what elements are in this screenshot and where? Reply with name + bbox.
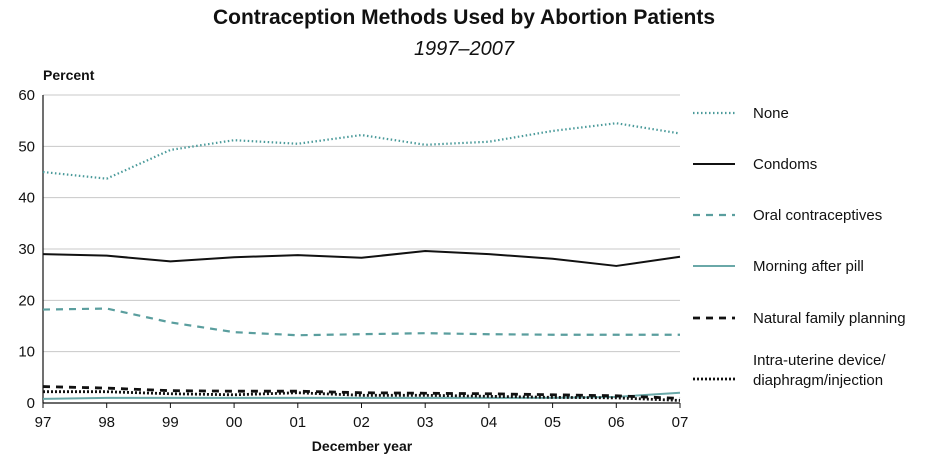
x-tick-label: 02	[353, 414, 370, 431]
y-tick-label: 20	[18, 292, 35, 309]
x-tick-label: 06	[608, 414, 625, 431]
y-tick-label: 50	[18, 138, 35, 155]
y-tick-label: 60	[18, 87, 35, 104]
series-line	[42, 250, 681, 267]
series-line	[42, 122, 681, 180]
x-tick-label: 99	[162, 414, 179, 431]
series-line	[42, 385, 681, 400]
y-tick-label: 40	[18, 190, 35, 207]
chart-title: Contraception Methods Used by Abortion P…	[212, 6, 716, 29]
y-tick-label: 0	[27, 395, 35, 412]
legend-label: Morning after pill	[753, 258, 864, 275]
x-tick-label: 03	[417, 414, 434, 431]
legend-label: Oral contraceptives	[753, 207, 882, 224]
x-tick-label: 04	[481, 414, 498, 431]
legend-label: Intra-uterine device/diaphragm/injection	[753, 352, 886, 389]
x-tick-label: 07	[672, 414, 689, 431]
x-tick-label: 01	[289, 414, 306, 431]
legend-label: Natural family planning	[753, 310, 906, 327]
x-tick-label: 98	[98, 414, 115, 431]
x-tick-label: 05	[544, 414, 561, 431]
chart-subtitle: 1997–2007	[413, 38, 515, 60]
y-tick-label: 30	[18, 241, 35, 258]
y-tick-label: 10	[18, 344, 35, 361]
x-tick-label: 97	[35, 414, 52, 431]
y-axis-title: Percent	[43, 67, 95, 83]
x-tick-label: 00	[226, 414, 243, 431]
legend-label: Condoms	[753, 156, 817, 173]
x-axis-title: December year	[312, 438, 413, 454]
legend-label: None	[753, 105, 789, 122]
series-line	[42, 307, 680, 337]
series-line	[42, 391, 681, 400]
